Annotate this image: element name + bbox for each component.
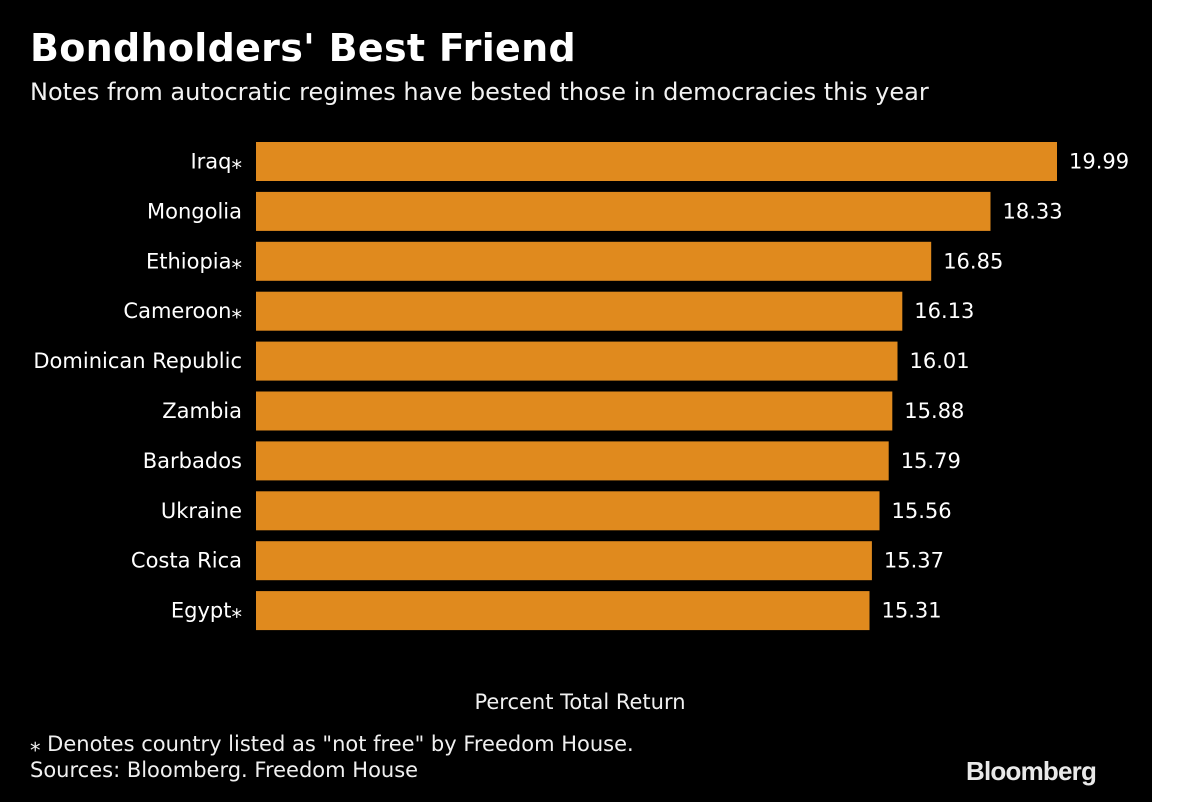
value-label: 16.13 bbox=[914, 299, 974, 323]
bar-chart: Iraq⁎ 19.99 Mongolia 18.33 Ethiopia⁎ 16.85 Cam… bbox=[33, 142, 1129, 714]
category-label: Ukraine bbox=[161, 499, 242, 523]
bar-row: Ukraine 15.56 bbox=[161, 491, 952, 531]
bar-row: Iraq⁎ 19.99 bbox=[190, 142, 1129, 181]
chart-subtitle: Notes from autocratic regimes have beste… bbox=[30, 78, 929, 106]
value-label: 19.99 bbox=[1069, 150, 1129, 174]
bar bbox=[256, 391, 893, 431]
value-label: 15.79 bbox=[901, 449, 961, 473]
chart-title: Bondholders' Best Friend bbox=[30, 26, 576, 70]
sources-note: Sources: Bloomberg. Freedom House bbox=[30, 758, 419, 782]
category-label: Mongolia bbox=[147, 199, 242, 223]
value-label: 15.37 bbox=[884, 549, 944, 573]
bar-row: Cameroon⁎ 16.13 bbox=[123, 291, 974, 331]
footnote: ⁎ Denotes country listed as "not free" b… bbox=[30, 732, 634, 756]
value-label: 16.85 bbox=[943, 249, 1003, 273]
category-label: Iraq⁎ bbox=[190, 150, 242, 174]
category-label: Ethiopia⁎ bbox=[146, 249, 242, 273]
x-axis-label: Percent Total Return bbox=[474, 690, 685, 714]
bar bbox=[256, 491, 880, 531]
value-label: 18.33 bbox=[1003, 199, 1063, 223]
bar bbox=[256, 441, 889, 481]
bar bbox=[256, 191, 991, 231]
chart-panel: Bondholders' Best Friend Notes from auto… bbox=[0, 0, 1152, 802]
category-label: Dominican Republic bbox=[33, 349, 242, 373]
category-label: Costa Rica bbox=[131, 549, 242, 573]
bar bbox=[256, 541, 872, 581]
category-label: Egypt⁎ bbox=[171, 599, 242, 623]
category-label: Barbados bbox=[143, 449, 242, 473]
value-label: 15.56 bbox=[892, 499, 952, 523]
bar bbox=[256, 591, 870, 631]
bar bbox=[256, 142, 1057, 181]
bar bbox=[256, 291, 903, 331]
bar-row: Barbados 15.79 bbox=[143, 441, 961, 481]
bloomberg-logo: Bloomberg bbox=[966, 756, 1097, 786]
category-label: Zambia bbox=[162, 399, 242, 423]
bar-row: Ethiopia⁎ 16.85 bbox=[146, 241, 1003, 281]
bar bbox=[256, 241, 932, 281]
category-label: Cameroon⁎ bbox=[123, 299, 242, 323]
bar bbox=[256, 341, 898, 381]
bar-row: Dominican Republic 16.01 bbox=[33, 341, 970, 381]
value-label: 15.31 bbox=[882, 599, 942, 623]
value-label: 15.88 bbox=[904, 399, 964, 423]
bar-row: Costa Rica 15.37 bbox=[131, 541, 944, 581]
bar-row: Mongolia 18.33 bbox=[147, 191, 1063, 231]
bar-row: Egypt⁎ 15.31 bbox=[171, 591, 942, 631]
bar-row: Zambia 15.88 bbox=[162, 391, 964, 431]
value-label: 16.01 bbox=[910, 349, 970, 373]
